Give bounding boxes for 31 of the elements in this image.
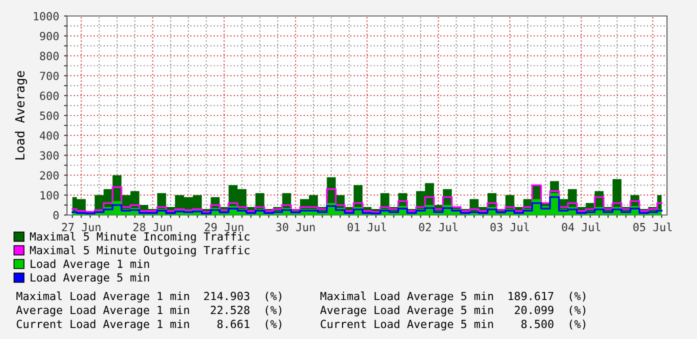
y-tick-label: 1000: [34, 12, 59, 20]
y-tick-label: 800: [40, 52, 59, 60]
y-tick-label: 100: [40, 191, 59, 200]
y-tick-label: 200: [40, 171, 59, 180]
y-axis-title: Load Average: [14, 71, 28, 160]
text: Maximal Load Average 1 min 214.903 (%): [16, 292, 282, 302]
x-tick-label: 04 Jul: [562, 222, 600, 232]
legend-label: Load Average 1 min: [30, 259, 149, 270]
text: Current Load Average 1 min 8.661 (%): [16, 320, 282, 330]
x-tick-label: 02 Jul: [419, 222, 458, 232]
x-tick-label: 28 Jun: [133, 222, 172, 232]
y-tick-label: 900: [40, 32, 59, 40]
legend-label: Load Average 5 min: [30, 273, 149, 284]
x-tick-label: 01 Jul: [348, 222, 386, 232]
x-tick-label: 27 Jun: [62, 222, 100, 232]
text: Maximal Load Average 5 min 189.617 (%): [320, 292, 586, 302]
y-tick-label: 700: [40, 72, 59, 80]
text: Average Load Average 5 min 20.099 (%): [320, 306, 586, 316]
text: Average Load Average 1 min 22.528 (%): [16, 306, 282, 316]
y-tick-label: 400: [40, 131, 59, 140]
y-tick-label: 600: [40, 92, 59, 100]
y-tick-label: 300: [40, 151, 59, 160]
x-tick-label: 30 Jun: [276, 222, 315, 232]
text: Current Load Average 5 min 8.500 (%): [320, 320, 586, 330]
y-tick-label: 0: [53, 211, 59, 220]
x-tick-label: 05 Jul: [633, 222, 672, 232]
legend-label: Maximal 5 Minute Outgoing Traffic: [30, 246, 250, 257]
x-tick-label: 03 Jul: [490, 222, 529, 232]
legend-label: Maximal 5 Minute Incoming Traffic: [30, 232, 250, 243]
y-tick-label: 500: [40, 112, 59, 120]
x-tick-label: 29 Jun: [204, 222, 244, 232]
